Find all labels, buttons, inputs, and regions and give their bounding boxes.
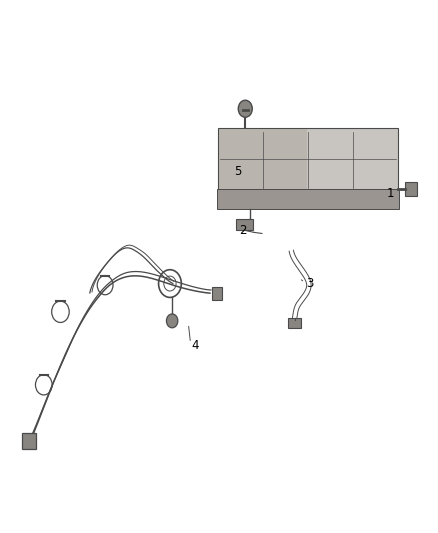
Bar xyxy=(288,318,301,328)
Bar xyxy=(405,182,417,196)
Text: 1: 1 xyxy=(386,187,394,200)
Circle shape xyxy=(238,100,252,117)
Text: 3: 3 xyxy=(307,277,314,290)
Bar xyxy=(217,189,399,209)
Bar xyxy=(218,128,398,192)
Bar xyxy=(236,219,253,230)
Bar xyxy=(219,129,307,191)
Bar xyxy=(22,433,36,449)
Circle shape xyxy=(166,314,178,328)
Bar xyxy=(212,287,222,300)
Text: 2: 2 xyxy=(239,224,246,237)
Text: 4: 4 xyxy=(192,339,199,352)
Text: 5: 5 xyxy=(234,165,242,178)
